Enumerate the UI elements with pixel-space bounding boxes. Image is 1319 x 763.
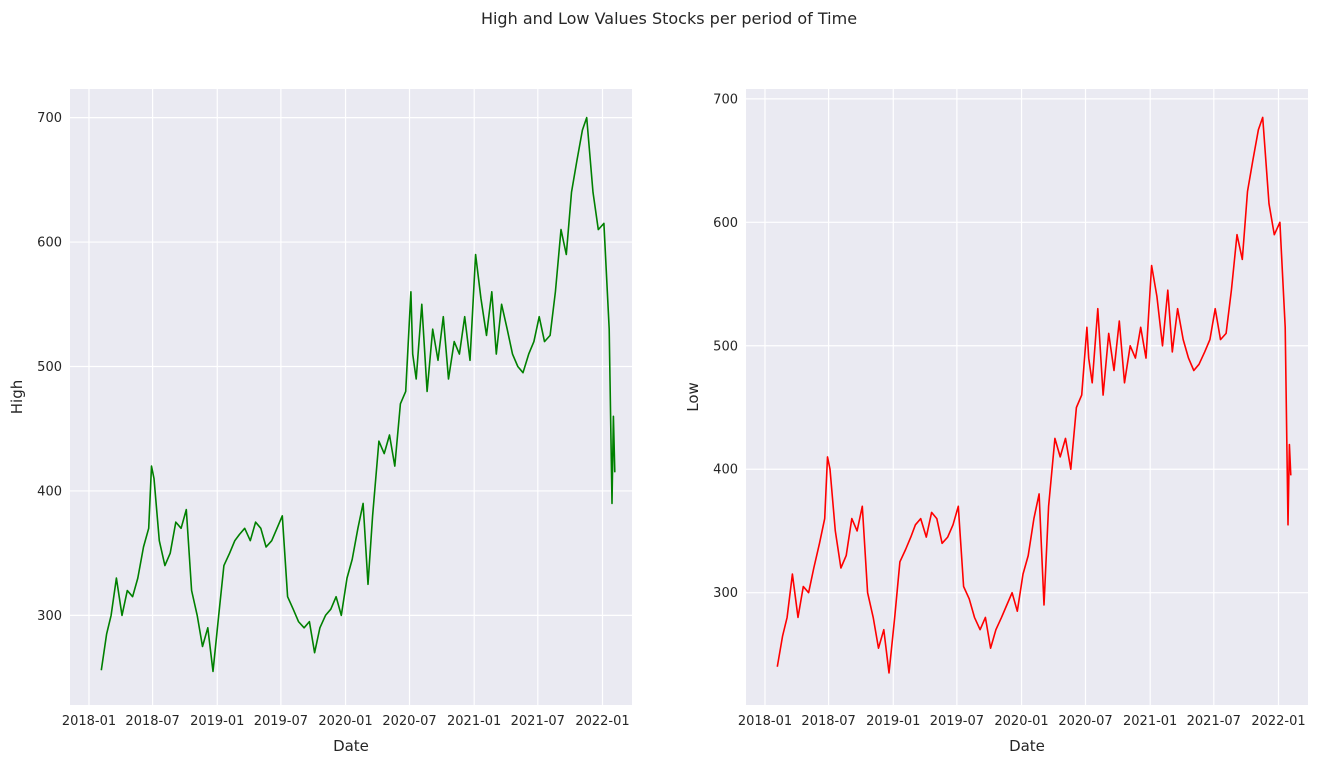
high-y-tick-label: 400 [37, 484, 62, 499]
low-x-tick-label: 2020-01 [994, 714, 1048, 729]
low-y-tick-label: 700 [713, 92, 738, 107]
low-subplot: 2018-01 2018-07 2019-01 2019-07 2020-01 2020-… [684, 89, 1308, 755]
high-y-tick-label: 500 [37, 360, 62, 375]
low-x-tick-label: 2021-07 [1187, 714, 1241, 729]
low-series-layer [776, 116, 1292, 674]
low-x-tick-label: 2022-01 [1251, 714, 1305, 729]
low-x-tick-label: 2020-07 [1058, 714, 1112, 729]
low-y-axis-label: Low [684, 382, 702, 412]
high-series-line [100, 116, 616, 673]
low-x-tick-labels: 2018-01 2018-07 2019-01 2019-07 2020-01 2020-… [738, 714, 1306, 729]
high-x-tick-label: 2021-01 [447, 714, 501, 729]
high-x-tick-labels: 2018-01 2018-07 2019-01 2019-07 2020-01 2020-… [62, 714, 630, 729]
low-x-tick-label: 2018-07 [801, 714, 855, 729]
low-x-tick-label: 2019-01 [866, 714, 920, 729]
low-series-line [776, 116, 1292, 674]
figure-title: High and Low Values Stocks per period of… [481, 9, 857, 28]
high-x-tick-label: 2020-07 [382, 714, 436, 729]
low-y-tick-label: 400 [713, 463, 738, 478]
high-y-tick-labels: 300 400 500 600 700 [37, 111, 62, 624]
high-plot-area [70, 89, 632, 705]
low-plot-area [746, 89, 1308, 705]
low-y-tick-label: 500 [713, 339, 738, 354]
high-x-axis-label: Date [333, 737, 369, 755]
high-x-tick-label: 2019-01 [190, 714, 244, 729]
low-y-tick-labels: 300 400 500 600 700 [713, 92, 738, 601]
low-y-tick-label: 300 [713, 586, 738, 601]
high-x-tick-label: 2022-01 [575, 714, 629, 729]
high-subplot: 2018-01 2018-07 2019-01 2019-07 2020-01 2020-… [8, 89, 632, 755]
high-x-tick-label: 2021-07 [511, 714, 565, 729]
high-x-tick-label: 2018-01 [62, 714, 116, 729]
low-y-tick-label: 600 [713, 216, 738, 231]
low-x-tick-label: 2018-01 [738, 714, 792, 729]
high-y-tick-label: 700 [37, 111, 62, 126]
high-gridlines [70, 89, 632, 705]
high-x-tick-label: 2020-01 [318, 714, 372, 729]
low-x-axis-label: Date [1009, 737, 1045, 755]
high-series-layer [100, 116, 616, 673]
high-x-tick-label: 2018-07 [125, 714, 179, 729]
low-gridlines [746, 89, 1308, 705]
high-y-axis-label: High [8, 380, 26, 414]
low-x-tick-label: 2019-07 [930, 714, 984, 729]
high-y-tick-label: 300 [37, 609, 62, 624]
high-y-tick-label: 600 [37, 236, 62, 251]
high-x-tick-label: 2019-07 [254, 714, 308, 729]
low-x-tick-label: 2021-01 [1123, 714, 1177, 729]
